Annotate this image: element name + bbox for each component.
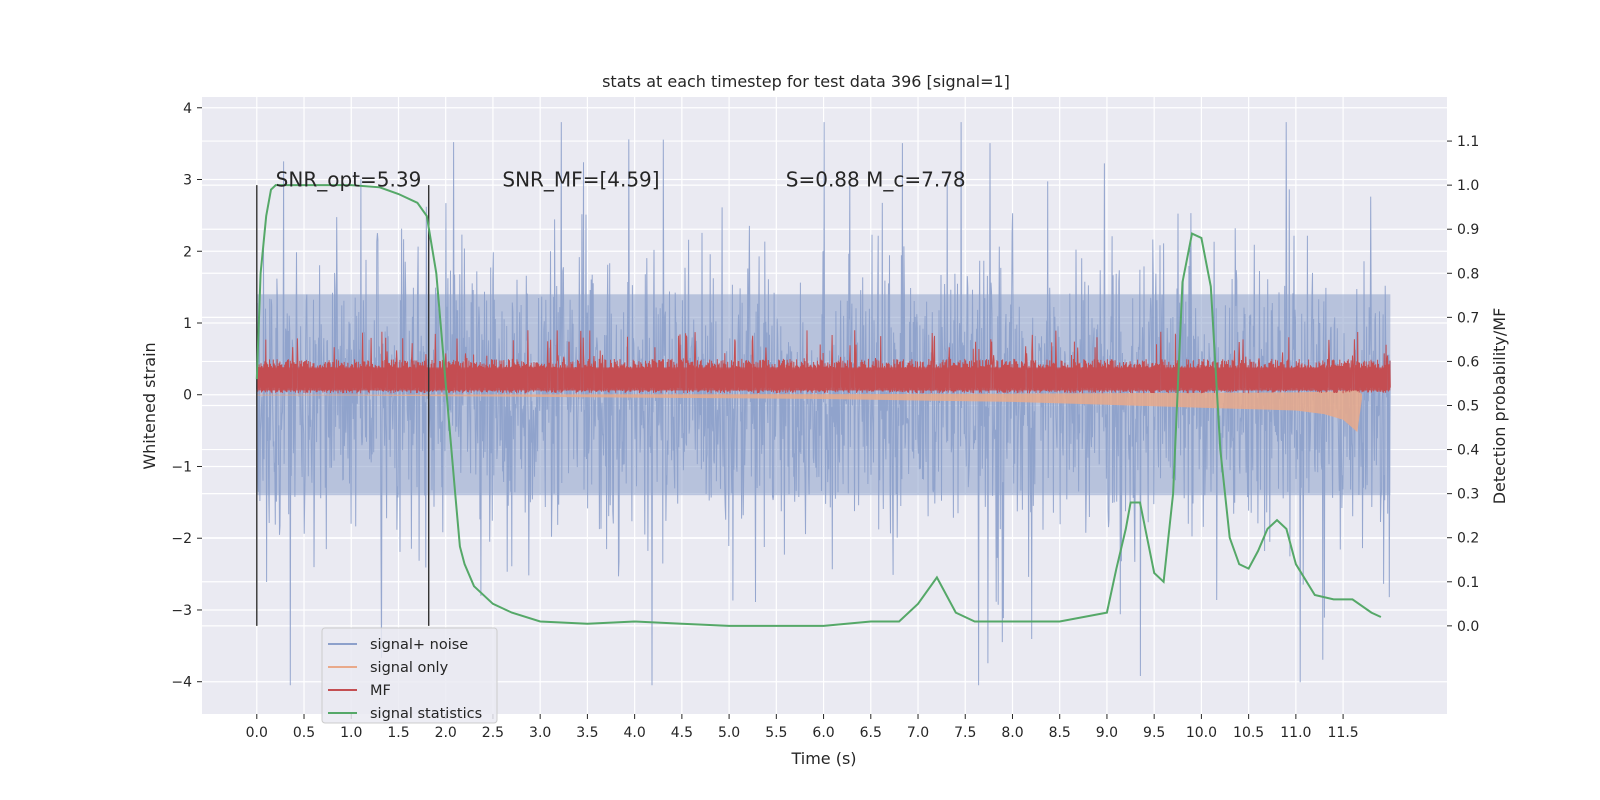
y2-tick-label: 0.0 bbox=[1457, 619, 1479, 635]
x-tick-label: 4.5 bbox=[671, 725, 693, 741]
x-tick-label: 8.5 bbox=[1049, 725, 1071, 741]
signal-only-band bbox=[256, 389, 1362, 432]
x-tick-label: 3.0 bbox=[529, 725, 551, 741]
y-tick-label: −4 bbox=[171, 675, 192, 691]
x-tick-label: 9.0 bbox=[1096, 725, 1118, 741]
x-tick-label: 6.5 bbox=[860, 725, 882, 741]
y-tick-label: −1 bbox=[171, 459, 192, 475]
y-tick-label: 4 bbox=[183, 101, 192, 117]
annotation-text: SNR_opt=5.39 bbox=[276, 168, 422, 192]
x-tick-label: 10.5 bbox=[1233, 725, 1264, 741]
x-tick-label: 11.5 bbox=[1328, 725, 1359, 741]
y2-tick-label: 0.5 bbox=[1457, 399, 1479, 415]
x-tick-label: 11.0 bbox=[1280, 725, 1311, 741]
legend-label: signal statistics bbox=[370, 706, 482, 722]
x-tick-label: 5.0 bbox=[718, 725, 740, 741]
axis-ticks: 0.0 0.5 1.0 1.5 2.0 2.5 3.0 3.5 4.0 4.5 5.0 5.5 6.0 6… bbox=[171, 101, 1479, 741]
y-tick-label: −3 bbox=[171, 603, 192, 619]
y-tick-label: 1 bbox=[183, 316, 192, 332]
y2-tick-label: 0.1 bbox=[1457, 575, 1479, 591]
legend: signal+ noise signal only MF signal statist… bbox=[321, 627, 498, 724]
mf-core bbox=[256, 367, 1391, 391]
x-tick-label: 0.5 bbox=[293, 725, 315, 741]
y-tick-label: 3 bbox=[183, 173, 192, 189]
legend-box bbox=[321, 627, 498, 724]
y2-tick-label: 0.3 bbox=[1457, 487, 1479, 503]
y-tick-label: 0 bbox=[183, 388, 192, 404]
chart-title: stats at each timestep for test data 396… bbox=[602, 72, 1010, 91]
x-tick-label: 6.0 bbox=[812, 725, 834, 741]
y2-tick-label: 1.0 bbox=[1457, 178, 1479, 194]
x-tick-label: 8.0 bbox=[1001, 725, 1023, 741]
mf-line bbox=[256, 330, 1391, 394]
annotations: SNR_opt=5.39 SNR_MF=[4.59] S=0.88 M_c=7.78 bbox=[276, 168, 966, 192]
annotation-text: S=0.88 M_c=7.78 bbox=[786, 168, 966, 192]
x-tick-label: 2.0 bbox=[435, 725, 457, 741]
vertical-markers bbox=[256, 185, 430, 626]
x-tick-label: 9.5 bbox=[1143, 725, 1165, 741]
signal-statistics-line bbox=[255, 184, 1382, 627]
x-tick-label: 0.0 bbox=[246, 725, 268, 741]
y2-axis-label: Detection probability/MF bbox=[1490, 308, 1509, 505]
x-tick-label: 2.5 bbox=[482, 725, 504, 741]
y2-tick-label: 0.2 bbox=[1457, 531, 1479, 547]
series-mf bbox=[256, 330, 1391, 394]
y2-tick-label: 0.8 bbox=[1457, 266, 1479, 282]
annotation-text: SNR_MF=[4.59] bbox=[502, 168, 659, 192]
x-tick-label: 7.0 bbox=[907, 725, 929, 741]
y-axis-label: Whitened strain bbox=[140, 342, 159, 469]
x-tick-label: 1.5 bbox=[387, 725, 409, 741]
y-tick-label: −2 bbox=[171, 531, 192, 547]
y2-tick-label: 0.9 bbox=[1457, 222, 1479, 238]
y-tick-label: 2 bbox=[183, 244, 192, 260]
legend-label: signal only bbox=[370, 660, 449, 676]
x-axis-label: Time (s) bbox=[790, 749, 856, 768]
x-tick-label: 5.5 bbox=[765, 725, 787, 741]
y2-tick-label: 0.6 bbox=[1457, 354, 1479, 370]
y2-tick-label: 0.7 bbox=[1457, 310, 1479, 326]
legend-label: signal+ noise bbox=[370, 637, 468, 653]
x-tick-label: 1.0 bbox=[340, 725, 362, 741]
series-signal-only bbox=[256, 389, 1362, 432]
series-signal-statistics bbox=[255, 184, 1382, 627]
y2-tick-label: 0.4 bbox=[1457, 443, 1479, 459]
x-tick-label: 10.0 bbox=[1186, 725, 1217, 741]
legend-label: MF bbox=[370, 683, 391, 699]
x-tick-label: 3.5 bbox=[576, 725, 598, 741]
y2-tick-label: 1.1 bbox=[1457, 134, 1479, 150]
x-tick-label: 4.0 bbox=[623, 725, 645, 741]
x-tick-label: 7.5 bbox=[954, 725, 976, 741]
